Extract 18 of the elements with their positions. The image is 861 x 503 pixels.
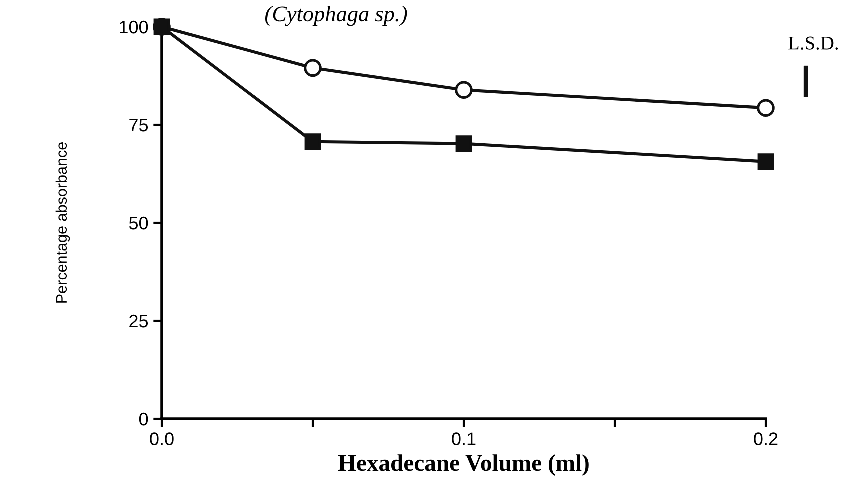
y-axis-title: Percentage absorbance [56,142,70,303]
y-tick-label: 25 [130,314,148,328]
y-tick-label: 100 [120,20,148,34]
point [456,136,472,152]
point [455,81,473,99]
x-tick-label: 0.1 [452,432,476,446]
x-tick-label: 0.2 [754,432,778,446]
point [304,134,322,150]
y-tick-label: 0 [139,412,148,426]
x-tick-label: 0.0 [150,432,174,446]
y-tick-label: 75 [130,119,148,132]
x-axis-title: Hexadecane Volume (ml) [338,454,589,476]
point [757,99,775,118]
y-tick-label: 50 [129,216,148,230]
point [758,154,774,170]
chart-title: (Cytophaga sp.) [265,6,408,26]
text: L.S.D. [788,36,838,50]
point [304,59,322,78]
